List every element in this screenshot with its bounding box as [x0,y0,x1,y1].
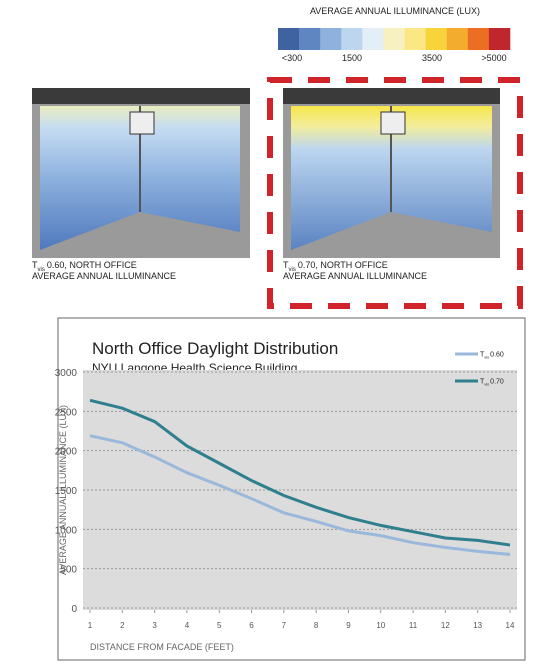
caption-label: 0.60, NORTH OFFICE [47,260,137,270]
y-tick-label: 1000 [55,525,78,536]
x-tick-label: 10 [376,621,385,630]
x-tick-label: 12 [441,621,450,630]
x-axis-label: DISTANCE FROM FACADE (FEET) [90,642,234,652]
scale-swatch [341,28,362,50]
caption-label: 0.70, NORTH OFFICE [298,260,388,270]
x-tick-label: 8 [314,621,319,630]
legend-entry: Tvis0.60 [480,352,504,360]
scale-label: >5000 [481,53,506,63]
scale-swatch [320,28,341,50]
scale-swatch [447,28,468,50]
scale-label: <300 [282,53,302,63]
scale-swatch [405,28,426,50]
legend-sub: vis [484,355,489,360]
scale-swatch [426,28,447,50]
scale-swatch [383,28,404,50]
scale-title: AVERAGE ANNUAL ILLUMINANCE (LUX) [310,6,480,16]
chart-title: North Office Daylight Distribution [92,339,338,358]
x-tick-label: 5 [217,621,222,630]
x-tick-label: 4 [185,621,190,630]
y-tick-label: 500 [60,565,77,576]
legend-sub: vis [484,382,489,387]
rendering [283,88,500,258]
legend-value: 0.70 [490,379,504,386]
x-tick-label: 11 [409,621,418,630]
legend-entry: Tvis0.70 [480,379,504,387]
x-tick-label: 3 [152,621,157,630]
scale-label: 3500 [422,53,442,63]
y-tick-label: 2000 [55,447,78,458]
scale-swatch [362,28,383,50]
caption: AVERAGE ANNUAL ILLUMINANCE [32,271,176,281]
x-tick-label: 7 [282,621,287,630]
rendering [32,88,250,258]
y-tick-label: 1500 [55,486,78,497]
y-tick-label: 0 [71,604,77,615]
figure: AVERAGE ANNUAL ILLUMINANCE (LUX) North O… [0,0,535,663]
y-tick-label: 2500 [55,407,78,418]
scale-swatch [489,28,510,50]
legend-value: 0.60 [490,352,504,359]
x-tick-label: 9 [346,621,351,630]
scale-swatch [299,28,320,50]
caption: AVERAGE ANNUAL ILLUMINANCE [283,271,427,281]
x-tick-label: 14 [506,621,515,630]
scale-swatch [278,28,299,50]
x-tick-label: 2 [120,621,125,630]
y-tick-label: 3000 [55,368,78,379]
x-tick-label: 13 [473,621,482,630]
scale-swatch [468,28,489,50]
scale-label: 1500 [342,53,362,63]
x-tick-label: 1 [88,621,93,630]
x-tick-label: 6 [249,621,254,630]
